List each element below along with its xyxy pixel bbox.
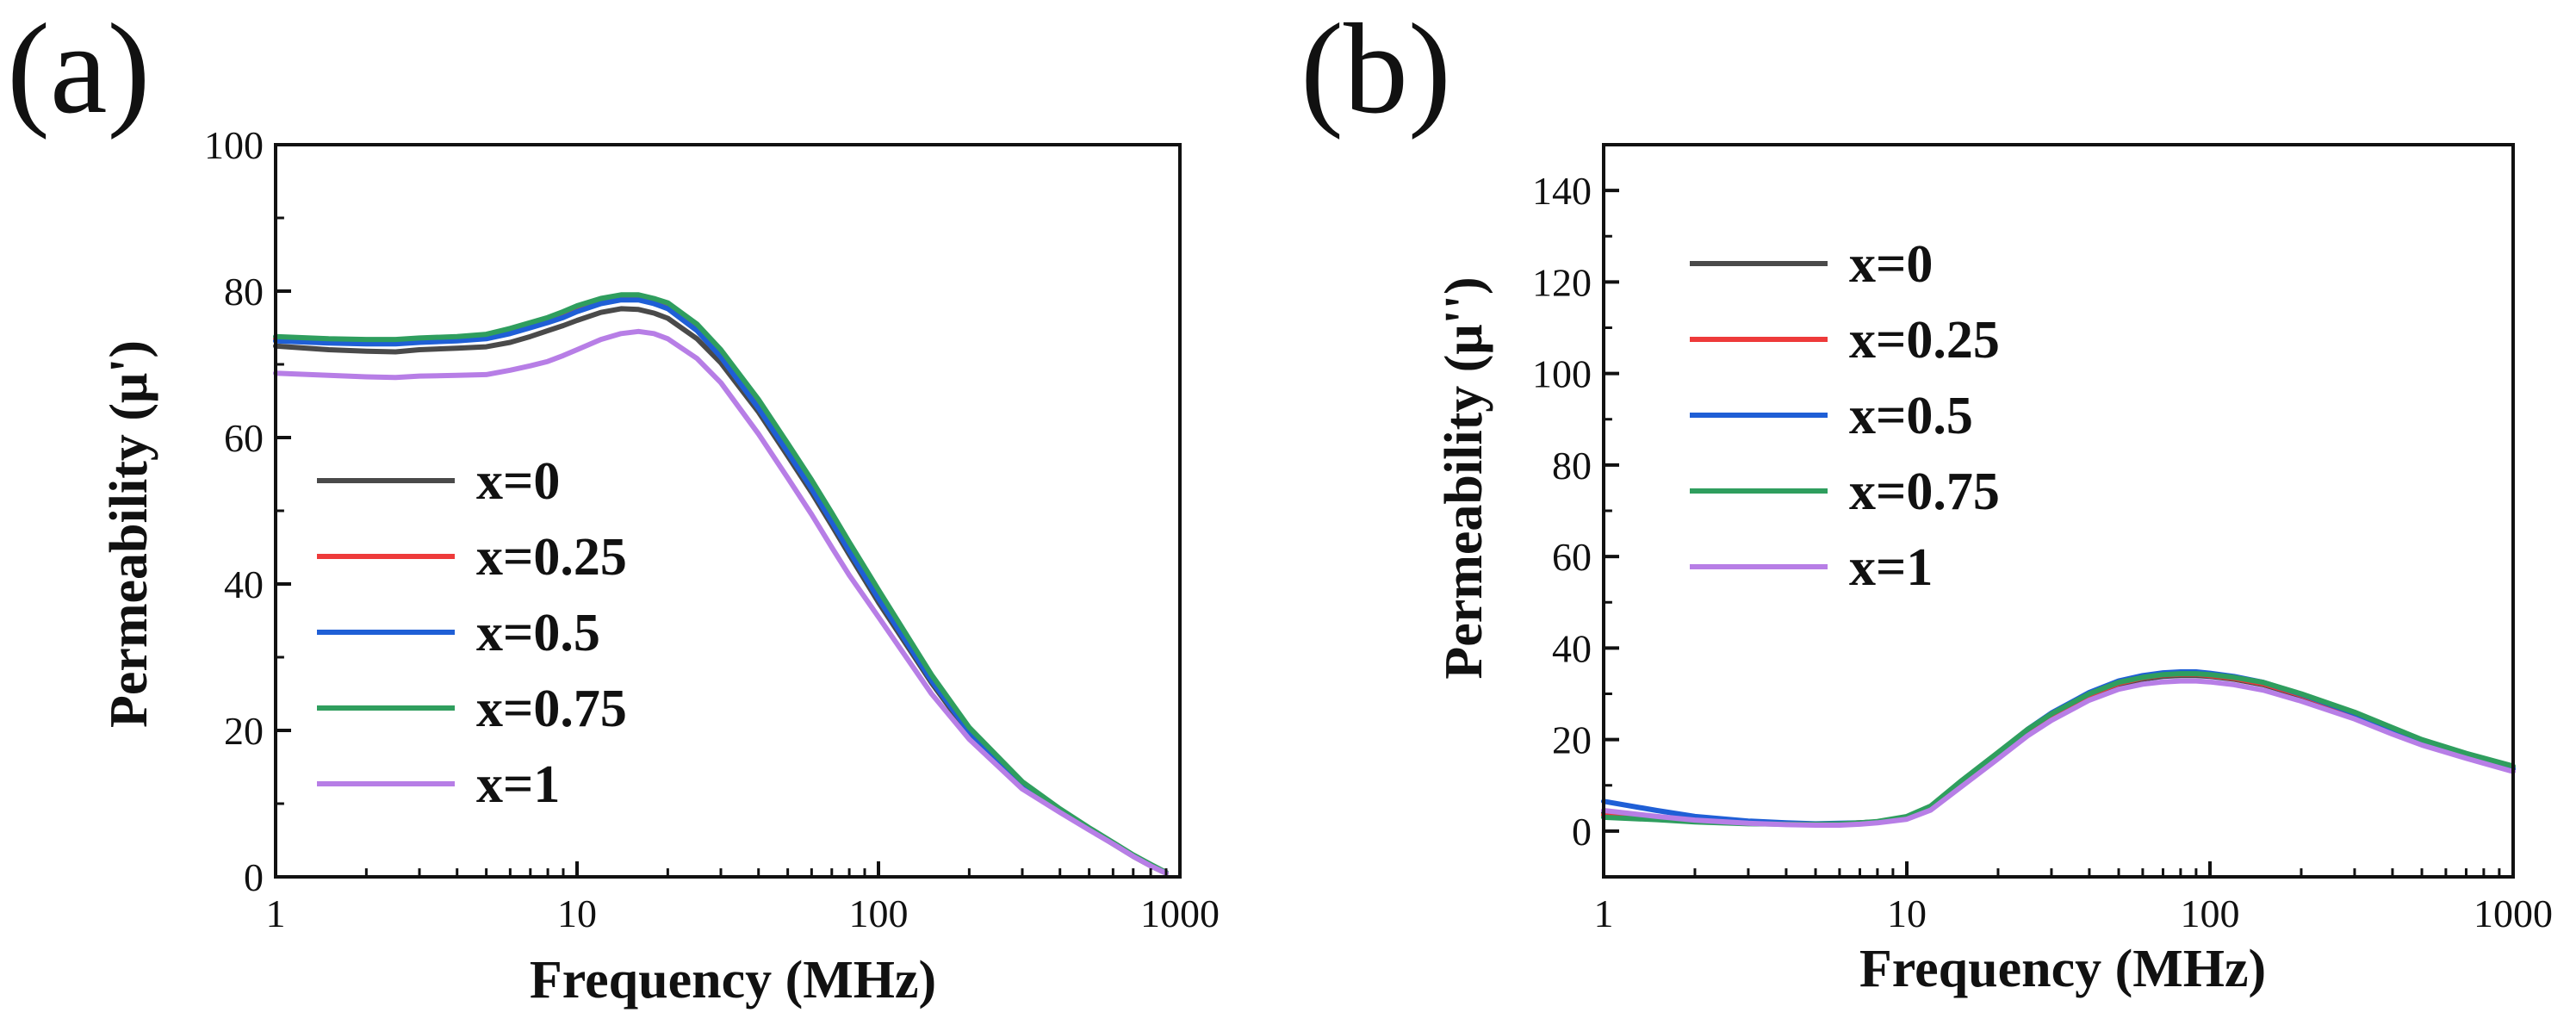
panel-a-x-tick-label: 1000 [1140, 891, 1220, 935]
panel-b-x-tick-label: 1 [1594, 891, 1614, 935]
panel-a-series-line-3 [273, 292, 1169, 875]
panel-a-y-tick-label: 40 [224, 562, 264, 606]
panel-a-legend-label-0: x=0 [476, 452, 560, 511]
panel-b-legend-label-4: x=1 [1849, 538, 1933, 597]
panel-b-y-tick-label: 40 [1552, 626, 1592, 670]
panel-b-y-axis-title: Permeability (μ'') [1435, 276, 1493, 679]
panel-b-y-tick-label: 120 [1532, 260, 1592, 304]
panel-a-x-axis-title: Frequency (MHz) [530, 951, 936, 1009]
panel-b-legend-label-2: x=0.5 [1849, 387, 1973, 445]
panel-b-series-line-4 [1601, 678, 2516, 828]
panel-a-y-tick-label: 0 [244, 855, 264, 899]
panel-a-legend-label-1: x=0.25 [476, 528, 627, 587]
panel-b: (b) 1 10 100 1000 0 20 40 60 80 100 120 140 x=0 x=0.2… [1300, 0, 2553, 998]
panel-a-y-axis-title: Permeability (μ') [100, 340, 158, 728]
panel-b-x-tick-label: 10 [1887, 891, 1927, 935]
panel-a: (a) 1 10 100 1000 0 20 40 60 80 100 x=0 x=0.25 x=0.5… [7, 0, 1220, 1009]
panel-b-y-tick-label: 60 [1552, 535, 1592, 579]
panel-b-y-tick-label: 80 [1552, 444, 1592, 488]
panel-b-y-tick-label: 20 [1552, 718, 1592, 762]
panel-a-y-tick-label: 80 [224, 270, 264, 314]
panel-a-x-tick-label: 1 [266, 891, 286, 935]
panel-a-series-line-4 [273, 328, 1169, 876]
panel-b-y-tick-label: 100 [1532, 352, 1592, 396]
panel-a-legend-label-2: x=0.5 [476, 604, 600, 662]
panel-b-x-tick-label: 1000 [2474, 891, 2553, 935]
panel-a-legend-label-3: x=0.75 [476, 680, 627, 738]
panel-a-y-tick-label: 60 [224, 416, 264, 460]
panel-a-x-tick-label: 100 [849, 891, 909, 935]
panel-a-legend-label-4: x=1 [476, 755, 560, 814]
panel-b-x-axis-title: Frequency (MHz) [1859, 940, 2266, 998]
panel-a-y-tick-label: 100 [204, 123, 264, 167]
panel-b-y-tick-label: 0 [1572, 810, 1592, 854]
plot-b: 1 10 100 1000 0 20 40 60 80 100 120 140 x=0 x=0.25 x=0… [1532, 143, 2553, 935]
panel-a-x-tick-label: 10 [557, 891, 597, 935]
panel-b-legend-label-1: x=0.25 [1849, 311, 2000, 370]
panel-b-label: (b) [1300, 0, 1451, 140]
panel-b-legend-label-3: x=0.75 [1849, 463, 2000, 521]
panel-b-y-tick-label: 140 [1532, 169, 1592, 213]
plot-a: 1 10 100 1000 0 20 40 60 80 100 x=0 x=0.25 x=0.5 x=0.… [204, 123, 1220, 935]
panel-b-legend-label-0: x=0 [1849, 235, 1933, 294]
panel-a-y-tick-label: 20 [224, 709, 264, 753]
panel-b-x-tick-label: 100 [2181, 891, 2240, 935]
panel-a-label: (a) [7, 0, 150, 140]
